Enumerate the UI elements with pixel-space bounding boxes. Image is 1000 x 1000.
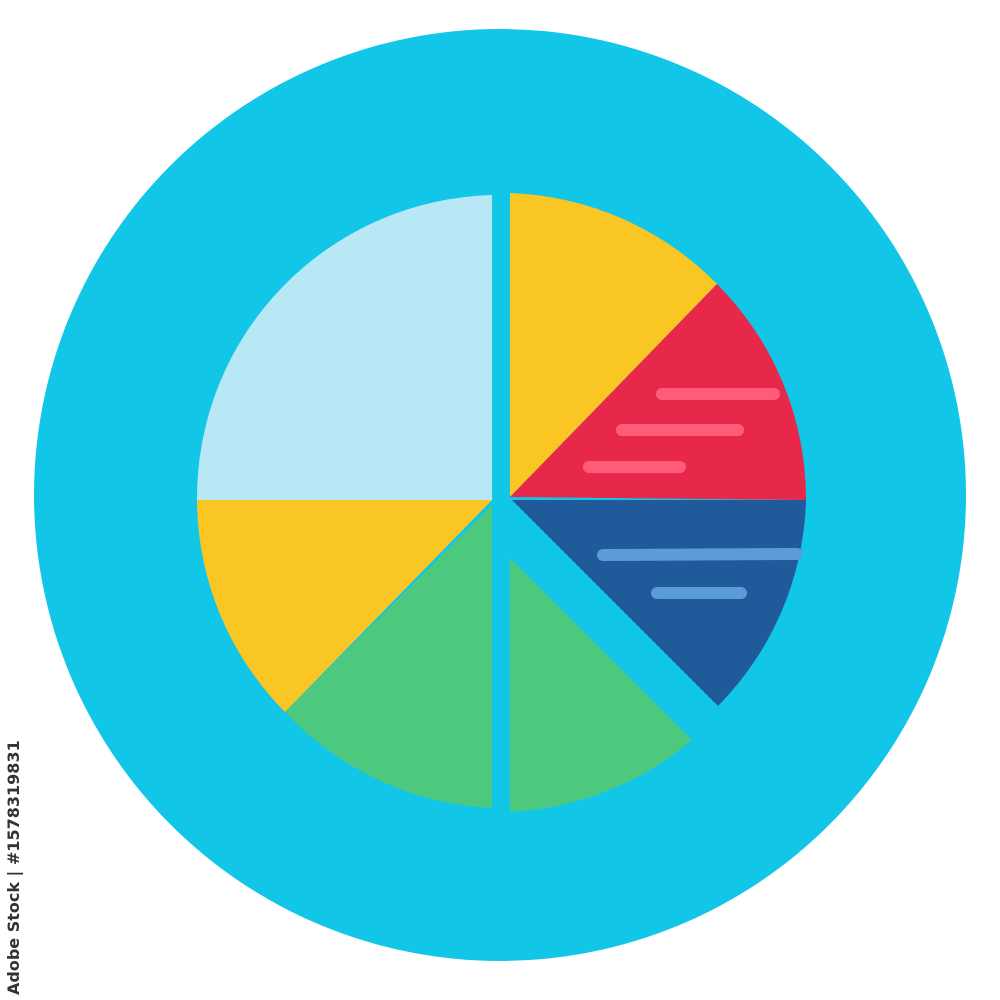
slice-light-blue (196, 195, 492, 500)
slice-green-right (510, 558, 692, 812)
slice-yellow-top (510, 193, 717, 497)
slice-yellow-left (197, 500, 492, 712)
blue-slice-lines (597, 548, 803, 599)
red-slice-lines (583, 388, 780, 473)
slice-green-left (285, 505, 492, 808)
background-circle (34, 29, 966, 961)
stock-id-label: Adobe Stock | #1578319831 (4, 740, 23, 995)
